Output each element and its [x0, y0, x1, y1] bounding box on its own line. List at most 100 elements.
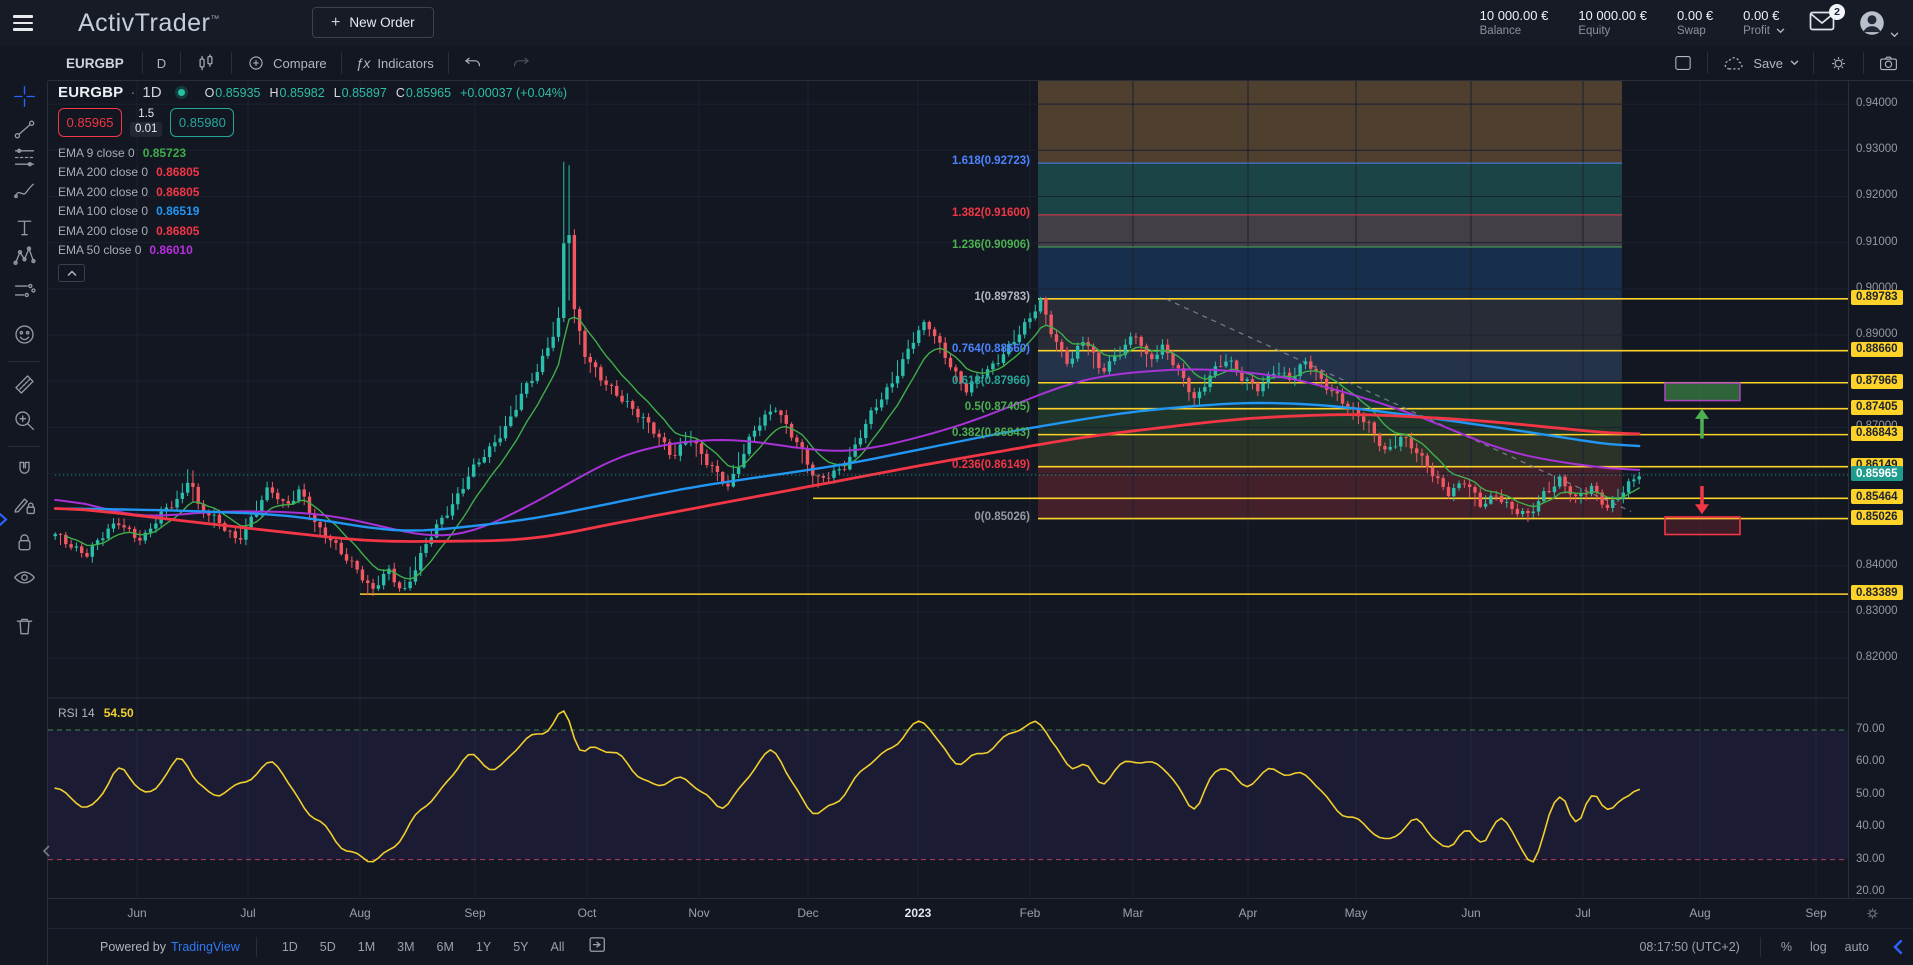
range-button-1d[interactable]: 1D — [273, 937, 307, 957]
layout-square-icon — [1673, 53, 1693, 73]
balance-value: 10 000.00 € — [1480, 8, 1549, 24]
rsi-pane-collapse-button[interactable] — [42, 845, 50, 860]
price-axis[interactable]: 0.940000.930000.920000.910000.900000.890… — [1848, 81, 1913, 898]
go-to-date-button[interactable] — [587, 934, 609, 961]
indicator-value: 0.86805 — [156, 185, 199, 199]
range-button-1y[interactable]: 1Y — [467, 937, 500, 957]
tool-xabcd-pattern[interactable] — [7, 242, 41, 272]
sell-bid-button[interactable]: 0.85965 — [58, 108, 122, 137]
go-to-date-icon — [587, 934, 609, 956]
equity-label: Equity — [1578, 24, 1647, 38]
tool-trend-line[interactable] — [7, 114, 41, 144]
rsi-legend[interactable]: RSI 14 54.50 — [58, 706, 134, 720]
time-axis-label: Sep — [445, 906, 505, 920]
time-axis-label: Jul — [1553, 906, 1613, 920]
compare-button[interactable]: Compare — [232, 46, 340, 80]
tool-text[interactable] — [7, 212, 41, 242]
fib-level-label: 0.236(0.86149) — [952, 459, 1030, 471]
range-button-6m[interactable]: 6M — [428, 937, 463, 957]
range-button-5y[interactable]: 5Y — [504, 937, 537, 957]
price-axis-label: 0.83000 — [1856, 605, 1898, 617]
time-axis-label: Aug — [330, 906, 390, 920]
tool-measure[interactable] — [7, 369, 41, 399]
time-axis[interactable]: JunJulAugSepOctNovDec2023FebMarAprMayJun… — [48, 898, 1913, 928]
tool-emoji[interactable] — [7, 319, 41, 349]
indicator-name: EMA 100 close 0 — [58, 204, 148, 218]
fib-level-label: 1.618(0.92723) — [952, 155, 1030, 167]
indicator-name: EMA 200 close 0 — [58, 224, 148, 238]
redo-button[interactable] — [497, 46, 545, 80]
auto-scale-toggle[interactable]: auto — [1845, 940, 1869, 954]
screenshot-button[interactable] — [1864, 46, 1913, 80]
new-order-button[interactable]: + New Order — [312, 7, 434, 38]
hide-drawings-icon — [12, 565, 37, 590]
percent-scale-toggle[interactable]: % — [1781, 940, 1792, 954]
mail-button[interactable]: 2 — [1809, 10, 1839, 36]
indicator-legend-row[interactable]: EMA 200 close 00.86805 — [58, 182, 567, 202]
spread-value: 1.5 — [138, 108, 154, 121]
log-scale-toggle[interactable]: log — [1810, 940, 1827, 954]
indicators-button[interactable]: ƒx Indicators — [342, 46, 448, 80]
balance-stat: 10 000.00 € Balance — [1480, 8, 1549, 39]
indicator-legend-row[interactable]: EMA 200 close 00.86805 — [58, 221, 567, 241]
time-axis-label: Jul — [218, 906, 278, 920]
rsi-axis-label: 40.00 — [1856, 820, 1885, 832]
price-axis-label: 0.93000 — [1856, 143, 1898, 155]
tool-lock-all[interactable] — [7, 527, 41, 557]
fib-level-label: 0(0.85026) — [974, 511, 1030, 523]
indicator-legend-row[interactable]: EMA 200 close 00.86805 — [58, 163, 567, 183]
collapse-panel-button[interactable] — [1887, 935, 1907, 959]
equity-stat: 10 000.00 € Equity — [1578, 8, 1647, 39]
indicator-name: EMA 9 close 0 — [58, 146, 135, 160]
profit-label: Profit — [1743, 24, 1770, 38]
range-button-5d[interactable]: 5D — [311, 937, 345, 957]
tool-zoom-in[interactable] — [7, 405, 41, 435]
clock-timezone[interactable]: 08:17:50 (UTC+2) — [1639, 940, 1739, 954]
rsi-axis-label: 60.00 — [1856, 755, 1885, 767]
tool-long-short-position[interactable] — [7, 275, 41, 305]
tool-remove-drawings[interactable] — [7, 611, 41, 641]
indicator-legend-row[interactable]: EMA 50 close 00.86010 — [58, 241, 567, 261]
sidebar-expand-button[interactable] — [0, 512, 8, 532]
emoji-icon — [12, 322, 37, 347]
interval-button[interactable]: D — [143, 46, 180, 80]
chart-settings-button[interactable] — [1814, 46, 1863, 80]
range-button-1m[interactable]: 1M — [349, 937, 384, 957]
save-layout-button[interactable]: Save — [1708, 46, 1813, 80]
account-menu[interactable] — [1857, 8, 1899, 38]
range-button-all[interactable]: All — [542, 937, 574, 957]
tool-hide-drawings[interactable] — [7, 562, 41, 592]
range-button-3m[interactable]: 3M — [388, 937, 423, 957]
indicator-legend-row[interactable]: EMA 9 close 00.85723 — [58, 143, 567, 163]
fib-level-label: 1(0.89783) — [974, 291, 1030, 303]
layout-select-button[interactable] — [1659, 46, 1707, 80]
rsi-axis-label: 30.00 — [1856, 853, 1885, 865]
axis-settings-button[interactable] — [1864, 905, 1881, 927]
legend-symbol[interactable]: EURGBP — [58, 84, 123, 101]
undo-button[interactable] — [449, 46, 497, 80]
time-axis-label: Dec — [778, 906, 838, 920]
tradingview-link[interactable]: TradingView — [171, 940, 240, 954]
tool-crosshair[interactable] — [7, 81, 41, 111]
tool-drawing-mode-lock[interactable] — [7, 489, 41, 519]
tool-fib-retracement[interactable] — [7, 142, 41, 172]
fib-level-label: 0.382(0.86843) — [952, 427, 1030, 439]
tool-magnet[interactable] — [7, 455, 41, 485]
account-stats: 10 000.00 € Balance 10 000.00 € Equity 0… — [1480, 0, 1785, 46]
chart-legend: EURGBP · 1D O0.85935 H0.85982 L0.85897 C… — [58, 84, 567, 282]
symbol-search-button[interactable]: EURGBP — [48, 46, 142, 80]
indicator-legend-row[interactable]: EMA 100 close 00.86519 — [58, 202, 567, 222]
price-axis-label: 0.91000 — [1856, 236, 1898, 248]
change-value: +0.00037 (+0.04%) — [460, 86, 567, 100]
powered-by: Powered by TradingView — [100, 940, 240, 954]
chart-canvas[interactable]: EURGBP · 1D O0.85935 H0.85982 L0.85897 C… — [48, 81, 1848, 898]
hamburger-menu-icon[interactable] — [0, 0, 46, 46]
legend-collapse-button[interactable] — [58, 264, 85, 282]
chart-style-button[interactable] — [181, 46, 231, 80]
price-axis-label: 0.94000 — [1856, 97, 1898, 109]
trademark: ™ — [210, 13, 220, 23]
profit-stat[interactable]: 0.00 € Profit — [1743, 8, 1785, 39]
time-axis-label: Aug — [1670, 906, 1730, 920]
tool-brush[interactable] — [7, 175, 41, 205]
buy-ask-button[interactable]: 0.85980 — [170, 108, 234, 137]
